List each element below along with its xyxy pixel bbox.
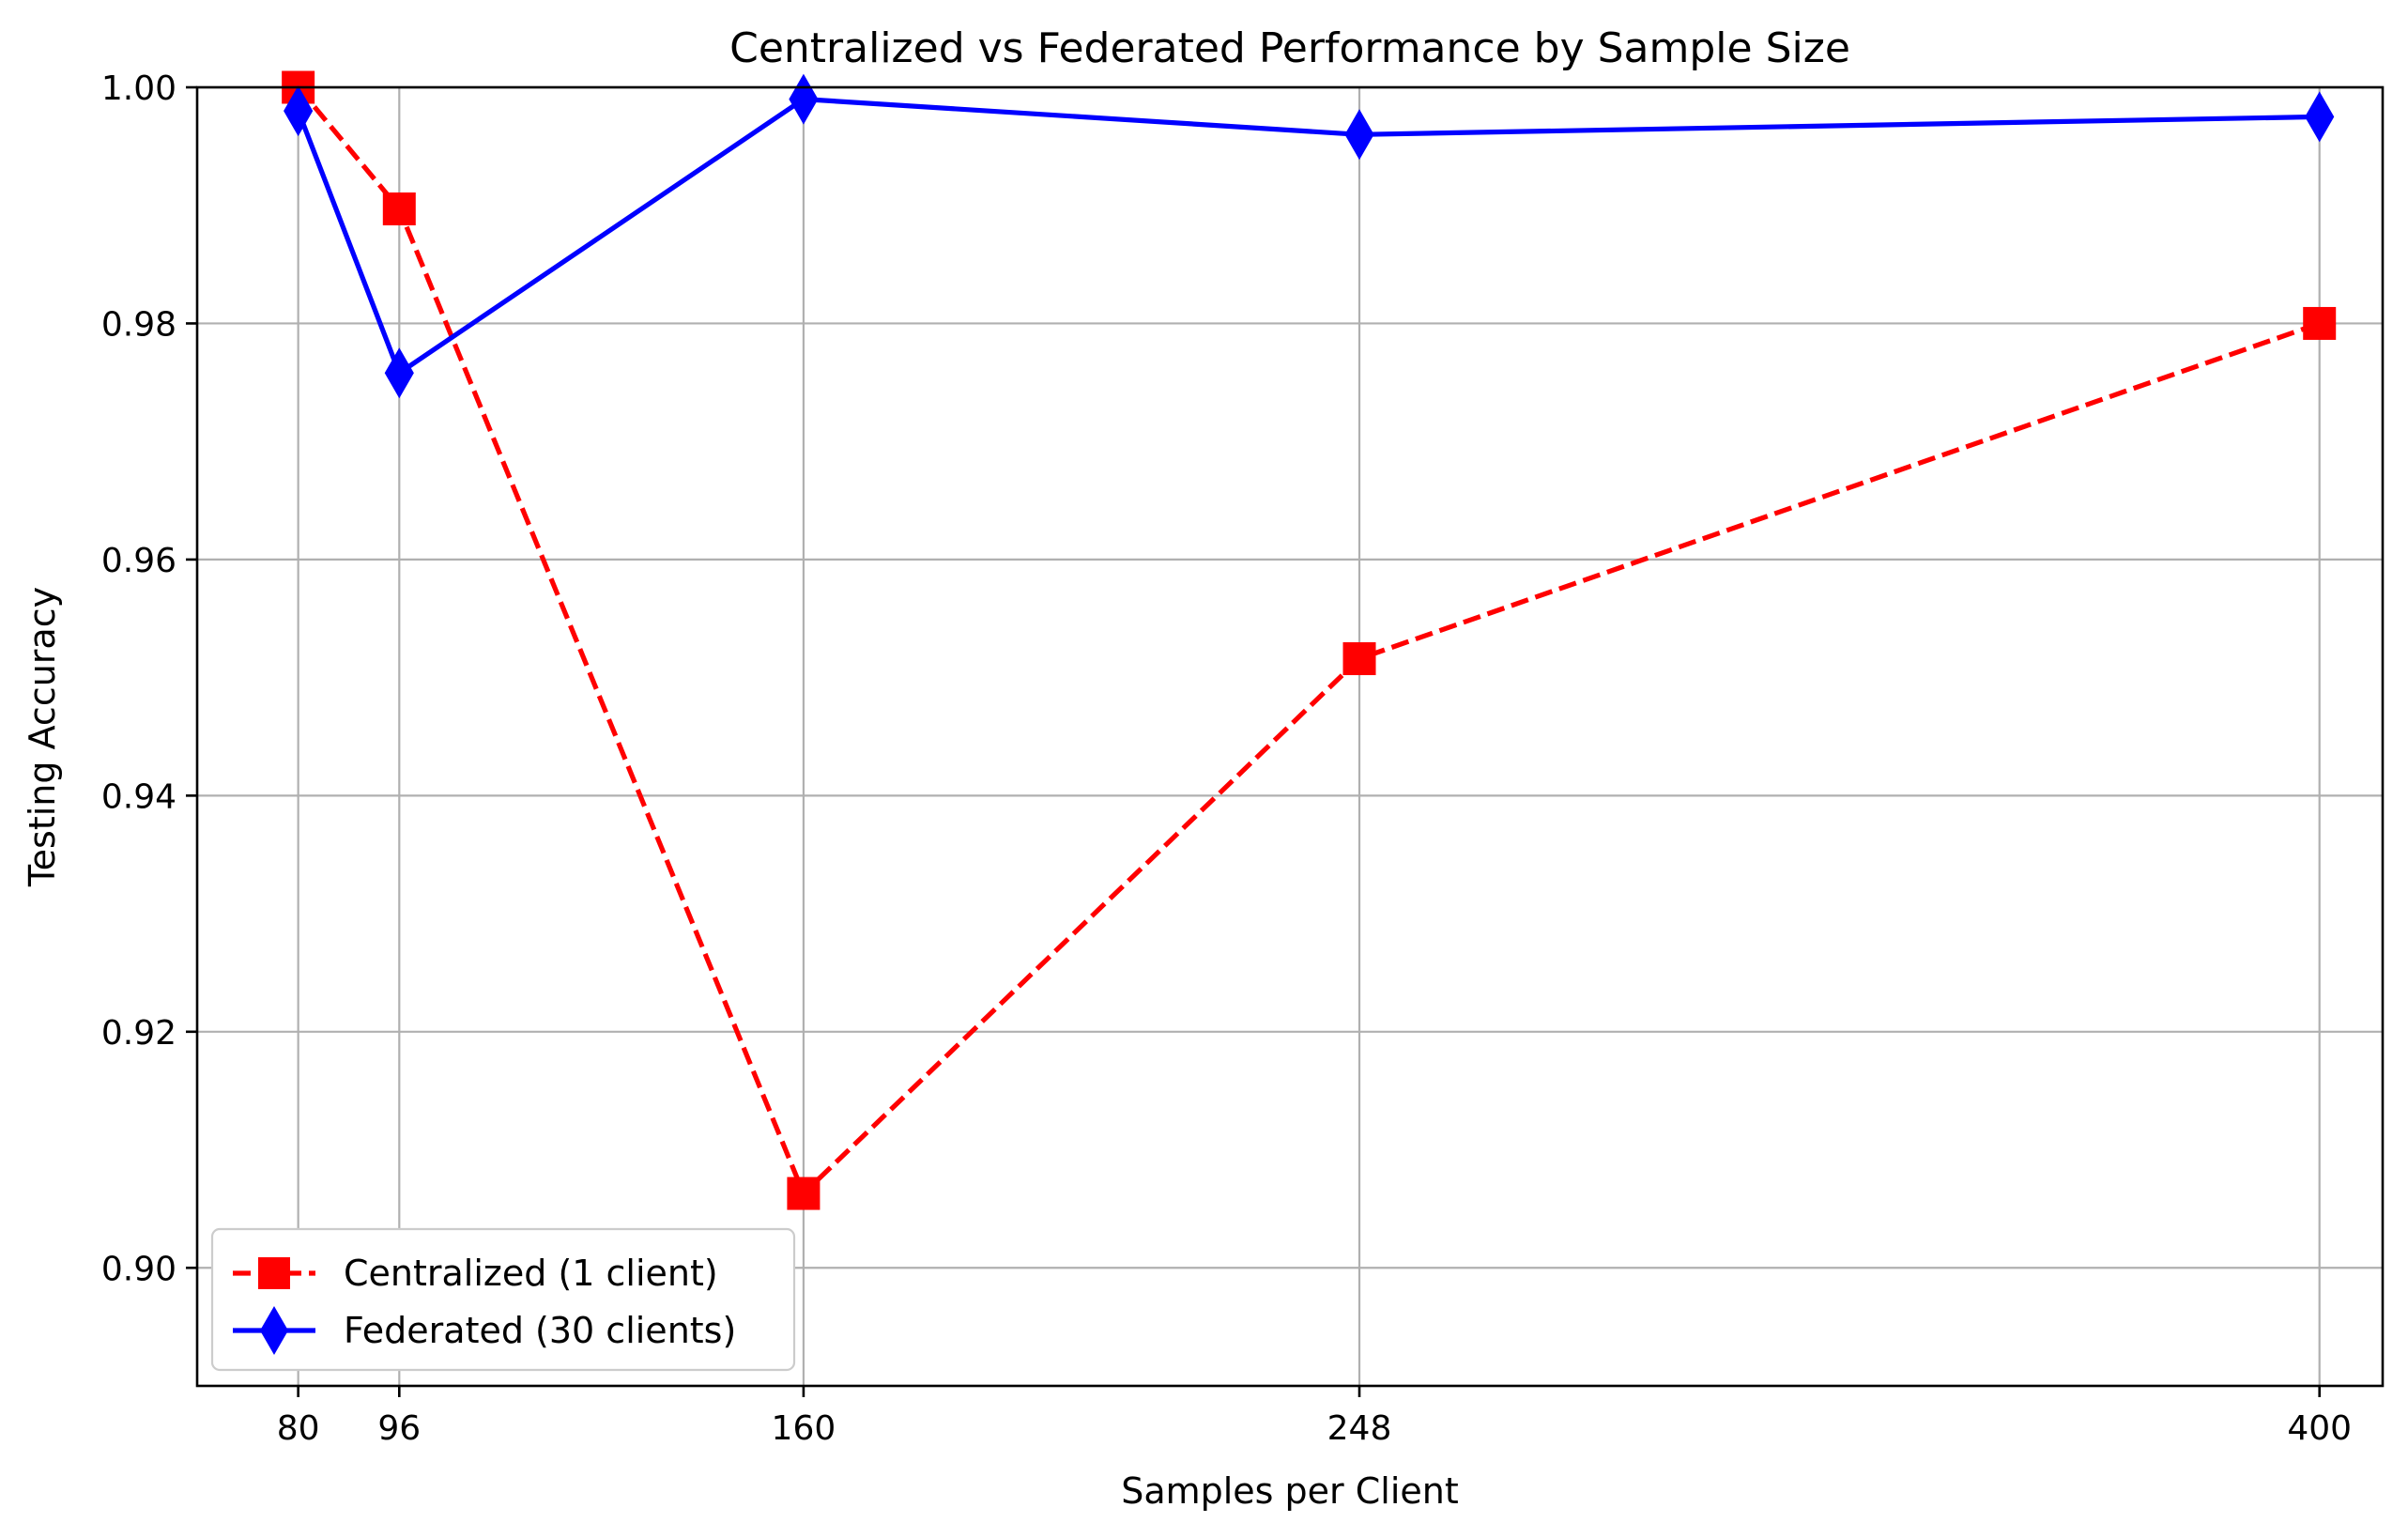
data-point-diamond: [789, 73, 819, 125]
x-tick-label: 80: [277, 1409, 320, 1448]
data-point-diamond: [2305, 91, 2335, 143]
series-line-federated: [296, 97, 2320, 376]
y-tick-label: 0.98: [101, 305, 176, 344]
x-tick-label: 400: [2287, 1409, 2352, 1448]
legend: Centralized (1 client) Federated (30 cli…: [210, 1227, 796, 1372]
y-axis-label: Testing Accuracy: [22, 587, 63, 887]
y-tick-label: 0.94: [101, 777, 176, 816]
legend-item-centralized: Centralized (1 client): [233, 1253, 718, 1294]
x-tick-label: 96: [377, 1409, 421, 1448]
x-tick-label: 160: [772, 1409, 836, 1448]
data-point-square: [1342, 642, 1376, 676]
grid-layer: [197, 85, 2383, 1386]
data-point-square: [787, 1177, 821, 1210]
data-point-diamond: [1344, 109, 1374, 161]
data-point-diamond: [284, 85, 314, 137]
legend-label-centralized: Centralized (1 client): [344, 1253, 718, 1294]
y-tick-label: 0.90: [101, 1250, 176, 1288]
x-axis-label: Samples per Client: [1121, 1470, 1459, 1512]
y-tick-label: 0.92: [101, 1014, 176, 1053]
y-tick-label: 0.96: [101, 542, 176, 580]
legend-marker-diamond: [260, 1306, 288, 1355]
chart-title: Centralized vs Federated Performance by …: [729, 24, 1850, 72]
tick-layer: 0.90 0.92 0.94 0.96 0.98 1.00 80 96 160 248 400: [101, 69, 2352, 1448]
series-line-centralized: [296, 85, 2321, 1196]
series-layer: [282, 70, 2337, 1210]
legend-label-federated: Federated (30 clients): [344, 1310, 736, 1351]
y-tick-label: 1.00: [101, 69, 176, 108]
plot-frame: [195, 85, 2385, 1388]
data-point-square: [382, 192, 416, 225]
legend-marker-square: [258, 1257, 290, 1289]
legend-item-federated: Federated (30 clients): [233, 1306, 736, 1355]
data-point-diamond: [384, 347, 414, 399]
data-point-square: [2303, 306, 2337, 340]
legend-box: [210, 1227, 796, 1372]
x-tick-label: 248: [1327, 1409, 1392, 1448]
